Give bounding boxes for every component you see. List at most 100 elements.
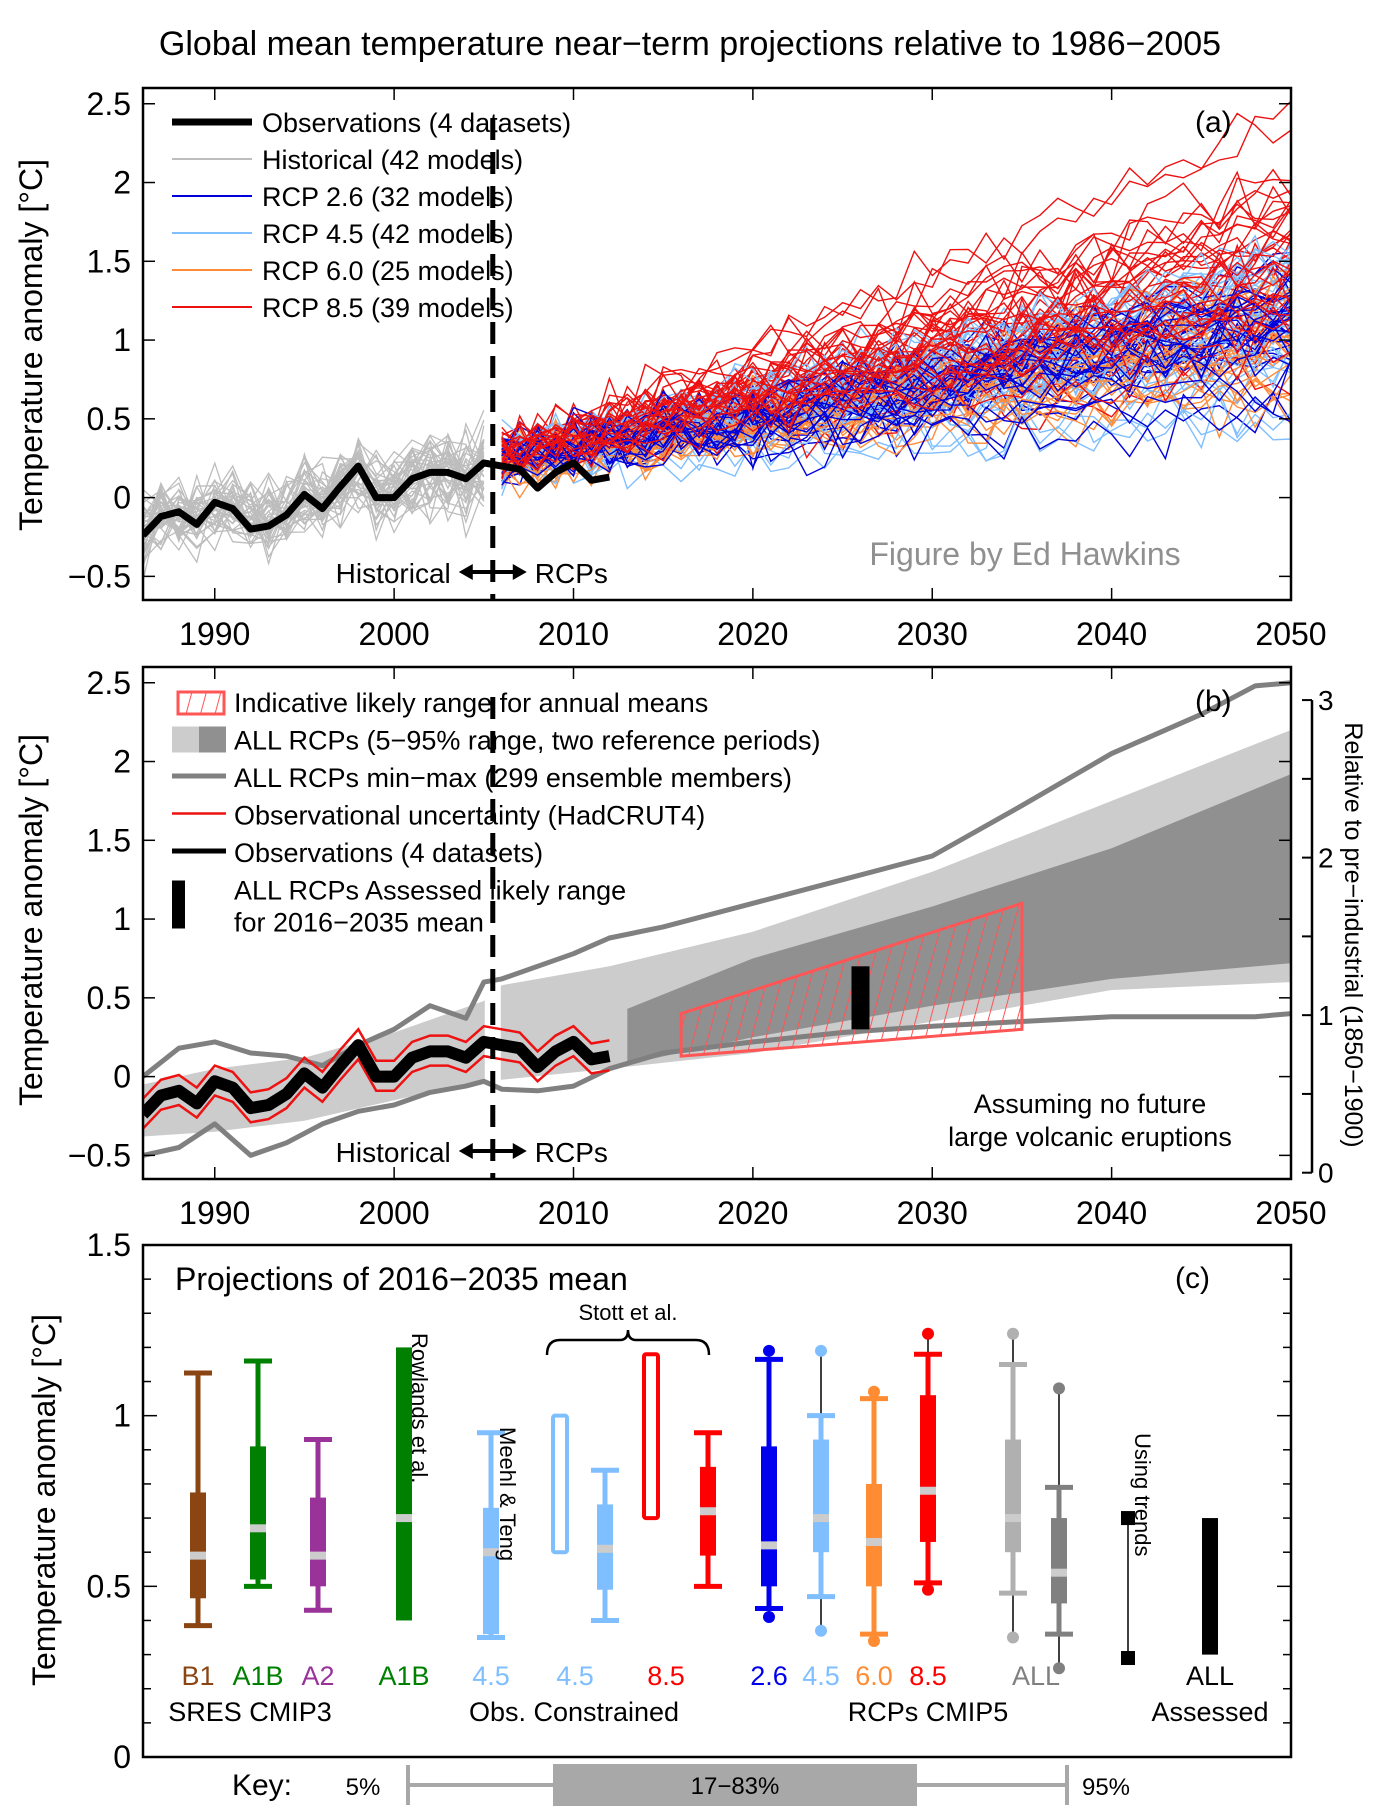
y-tick-label: −0.5 [68, 558, 131, 594]
panel-b-legend: Indicative likely range for annual means… [172, 688, 821, 938]
rcp-model-line [501, 309, 1291, 478]
historical-model-line [143, 457, 485, 539]
legend-label: Indicative likely range for annual means [234, 688, 708, 718]
x-tick-label: 2020 [717, 1195, 788, 1231]
box-body [866, 1483, 882, 1587]
panel-a: 1990 2000 2010 2020 2030 2040 2050 −0.5 0 0.5 1 1.5… [13, 86, 1327, 652]
y-tick-label: 2.5 [87, 86, 131, 122]
box-plot [755, 1344, 783, 1624]
y-tick-label: −0.5 [68, 1137, 131, 1173]
box-min-dot [815, 1624, 827, 1637]
key-17-83-label: 17−83% [691, 1773, 780, 1800]
panel-b-plot-area [143, 667, 1291, 1179]
box-max-dot [1053, 1382, 1065, 1395]
box-median [700, 1507, 716, 1516]
rcp-model-line [501, 261, 1291, 461]
rcp-model-line [501, 203, 1291, 477]
legend-label: Observational uncertainty (HadCRUT4) [234, 801, 705, 831]
y-tick-label: 2.5 [87, 665, 131, 701]
box-min-dot [922, 1583, 934, 1596]
box-median [250, 1524, 266, 1533]
rcp-model-line [501, 112, 1291, 448]
box-min-dot [763, 1611, 775, 1624]
scenario-label: ALL [1186, 1661, 1234, 1691]
scenario-label: 2.6 [750, 1661, 788, 1691]
panel-b-axes: 1990 2000 2010 2020 2030 2040 2050 −0.5 0 0.5 1 1.5… [68, 665, 1327, 1231]
box-min-dot [1053, 1662, 1065, 1675]
box-median [866, 1537, 882, 1546]
x-tick-label: 2010 [538, 1195, 609, 1231]
x-tick-label: 2050 [1255, 616, 1326, 652]
rcp-model-line [501, 177, 1291, 466]
box-min-dot [1007, 1631, 1019, 1644]
box-plot [591, 1467, 619, 1623]
panel-b-y2label: Relative to pre−industrial (1850−1900) [1339, 722, 1367, 1147]
legend-swatch-light [172, 726, 199, 753]
box-min-dot [868, 1634, 880, 1647]
panel-a-label: (a) [1195, 106, 1232, 139]
panel-c-label: (c) [1175, 1262, 1210, 1295]
panel-c-ylabel: Temperature anomaly [°C] [26, 1314, 62, 1686]
x-tick-label: 2050 [1255, 1195, 1326, 1231]
historical-model-line [143, 446, 485, 545]
legend-swatch-bar [172, 880, 185, 929]
key-95-label: 95% [1082, 1774, 1130, 1801]
box-plot [642, 1352, 660, 1521]
rcp-model-line [501, 313, 1291, 472]
y-tick-label: 1 [113, 322, 131, 358]
box-median [597, 1544, 613, 1553]
x-tick-label: 2020 [717, 616, 788, 652]
secondary-tick-label: 1 [1318, 1000, 1334, 1031]
scenario-label: B1 [181, 1661, 214, 1691]
panel-b-secondary-axis: 0 1 2 3 [1302, 685, 1334, 1189]
obs-uncertainty-lower [143, 1054, 610, 1130]
box-body [250, 1446, 266, 1580]
x-tick-label: 2030 [897, 616, 968, 652]
rcp-model-line [501, 311, 1291, 475]
panel-c-plot-area: B1 A1B A2 A1B 4.5 4.5 8.5 2.6 4.5 6.0 8.5 ALL ALL SRE… [168, 1300, 1268, 1727]
x-tick-label: 2030 [897, 1195, 968, 1231]
arrow-right-icon [512, 1143, 527, 1159]
stott-bracket [545, 1329, 711, 1356]
box-plot [807, 1344, 835, 1637]
rcp-model-line [501, 168, 1291, 456]
group-label: Assessed [1151, 1697, 1268, 1727]
obs-uncertainty-upper [143, 1024, 610, 1100]
trend-cap-bottom [1121, 1651, 1135, 1666]
scenario-label: 4.5 [802, 1661, 840, 1691]
historical-annotation: Historical [336, 1137, 451, 1168]
box-max-dot [1007, 1327, 1019, 1340]
range-bar [396, 1347, 412, 1621]
secondary-tick-label: 3 [1318, 685, 1334, 716]
volcano-note-line-2: large volcanic eruptions [948, 1122, 1232, 1152]
scenario-label: 6.0 [855, 1661, 893, 1691]
arrow-left-icon [458, 1143, 473, 1159]
y-tick-label: 0.5 [87, 1568, 131, 1604]
observations-line [143, 1035, 611, 1119]
legend-label: ALL RCPs min−max (299 ensemble members) [234, 763, 792, 793]
panel-a-axes: 1990 2000 2010 2020 2030 2040 2050 −0.5 0 0.5 1 1.5… [68, 86, 1327, 652]
rcp-model-line [501, 223, 1291, 446]
vertical-label: Using trends [1130, 1433, 1155, 1557]
scenario-label: 8.5 [647, 1661, 685, 1691]
historical-annotation: Historical [336, 558, 451, 589]
y-tick-label: 1.5 [87, 1227, 131, 1263]
panel-c: 0 0.5 1 1.5 B1 A1B A2 A1B 4.5 4.5 8.5 2.6 4.5 6.0 8.5… [26, 1227, 1293, 1806]
y-tick-label: 1 [113, 901, 131, 937]
x-tick-label: 2000 [359, 1195, 430, 1231]
panel-b-frame [141, 665, 1293, 1181]
box-body [1051, 1518, 1067, 1604]
y-tick-label: 1 [113, 1398, 131, 1434]
rcp-model-line [501, 265, 1291, 468]
scenario-label: 8.5 [909, 1661, 947, 1691]
rcps-annotation: RCPs [535, 1137, 608, 1168]
box-plot [1121, 1511, 1135, 1666]
rcp-model-line [501, 207, 1291, 472]
key-box [553, 1764, 917, 1806]
historical-model-line [143, 434, 485, 533]
rcps-annotation: RCPs [535, 558, 608, 589]
legend-label: RCP 6.0 (25 models) [262, 256, 514, 286]
scenario-label: 4.5 [556, 1661, 594, 1691]
box-median [813, 1514, 829, 1523]
minmax-lower-line [143, 1011, 1291, 1158]
